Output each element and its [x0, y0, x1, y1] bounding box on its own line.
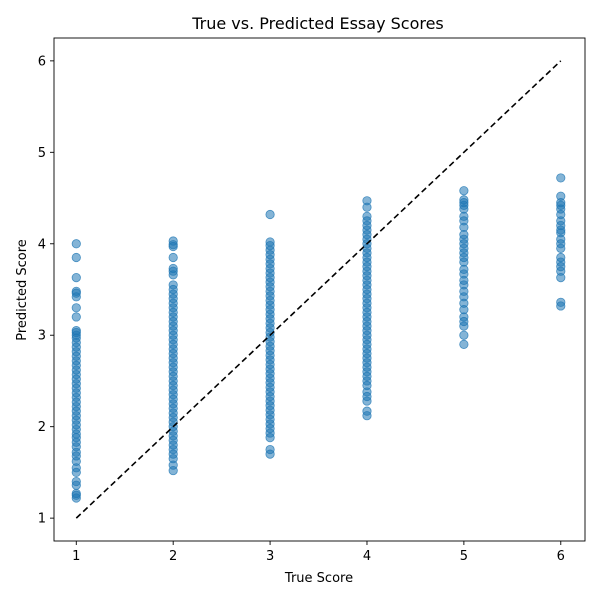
- data-point: [71, 286, 81, 296]
- data-point: [362, 196, 372, 206]
- x-tick-label: 3: [266, 549, 274, 564]
- data-points: [71, 173, 566, 503]
- x-tick-label: 6: [557, 549, 565, 564]
- y-tick-label: 4: [38, 237, 46, 252]
- data-point: [71, 312, 81, 322]
- data-point: [265, 444, 275, 455]
- data-point: [168, 236, 178, 246]
- x-tick-label: 1: [72, 549, 80, 564]
- plot-frame: [53, 37, 586, 542]
- data-point: [71, 476, 81, 487]
- data-point: [459, 195, 469, 205]
- y-tick-label: 2: [38, 420, 46, 435]
- data-point: [71, 303, 81, 313]
- data-point: [459, 186, 469, 196]
- data-point: [362, 406, 372, 416]
- data-point: [556, 297, 566, 307]
- data-point: [459, 330, 469, 340]
- data-point: [71, 273, 81, 283]
- x-tick-label: 2: [169, 549, 177, 564]
- data-point: [556, 252, 566, 263]
- data-point: [459, 339, 469, 349]
- reference-line-layer: [75, 60, 562, 519]
- y-tick-label: 6: [38, 54, 46, 69]
- y-tick-label: 3: [38, 329, 46, 344]
- data-point: [71, 326, 81, 336]
- data-point: [168, 263, 178, 274]
- data-point: [168, 252, 178, 263]
- y-tick-label: 5: [38, 146, 46, 161]
- chart-title: True vs. Predicted Essay Scores: [191, 14, 444, 33]
- data-point: [265, 237, 275, 247]
- y-axis-label: Predicted Score: [15, 239, 30, 341]
- data-point: [71, 252, 81, 263]
- data-point: [556, 191, 566, 201]
- x-tick-label: 5: [460, 549, 468, 564]
- reference-line: [75, 60, 562, 519]
- axis-ticks: 1 2 3 4 5 6 1 2 3 4 5 6: [38, 54, 565, 564]
- data-point: [362, 211, 372, 221]
- data-point: [168, 280, 178, 290]
- data-point: [556, 173, 566, 183]
- data-point: [71, 239, 81, 249]
- data-point: [265, 209, 275, 220]
- x-axis-label: True Score: [284, 571, 353, 586]
- x-tick-label: 4: [363, 549, 371, 564]
- data-point: [71, 488, 81, 499]
- y-tick-label: 1: [38, 512, 46, 527]
